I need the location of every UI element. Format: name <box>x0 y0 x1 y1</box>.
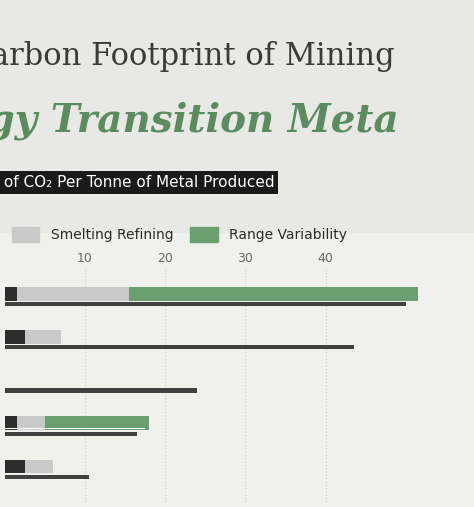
FancyBboxPatch shape <box>0 0 474 233</box>
Bar <box>45 416 149 430</box>
Bar <box>5 388 197 392</box>
Text: arbon Footprint of Mining: arbon Footprint of Mining <box>0 41 394 71</box>
Text: rgy Transition Meta: rgy Transition Meta <box>0 101 399 140</box>
Legend: Smelting Refining, Range Variability: Smelting Refining, Range Variability <box>12 228 347 242</box>
Bar <box>5 431 137 436</box>
Bar <box>5 475 89 479</box>
Bar <box>5 416 17 430</box>
Bar <box>17 416 45 430</box>
Bar <box>25 460 53 474</box>
Bar <box>5 460 25 474</box>
Bar <box>5 287 17 301</box>
Text: s of CO₂ Per Tonne of Metal Produced: s of CO₂ Per Tonne of Metal Produced <box>0 175 274 190</box>
Bar <box>17 287 129 301</box>
Bar <box>129 287 418 301</box>
Bar <box>25 330 61 344</box>
Bar <box>5 345 354 349</box>
Bar <box>5 302 406 306</box>
Bar <box>5 330 25 344</box>
